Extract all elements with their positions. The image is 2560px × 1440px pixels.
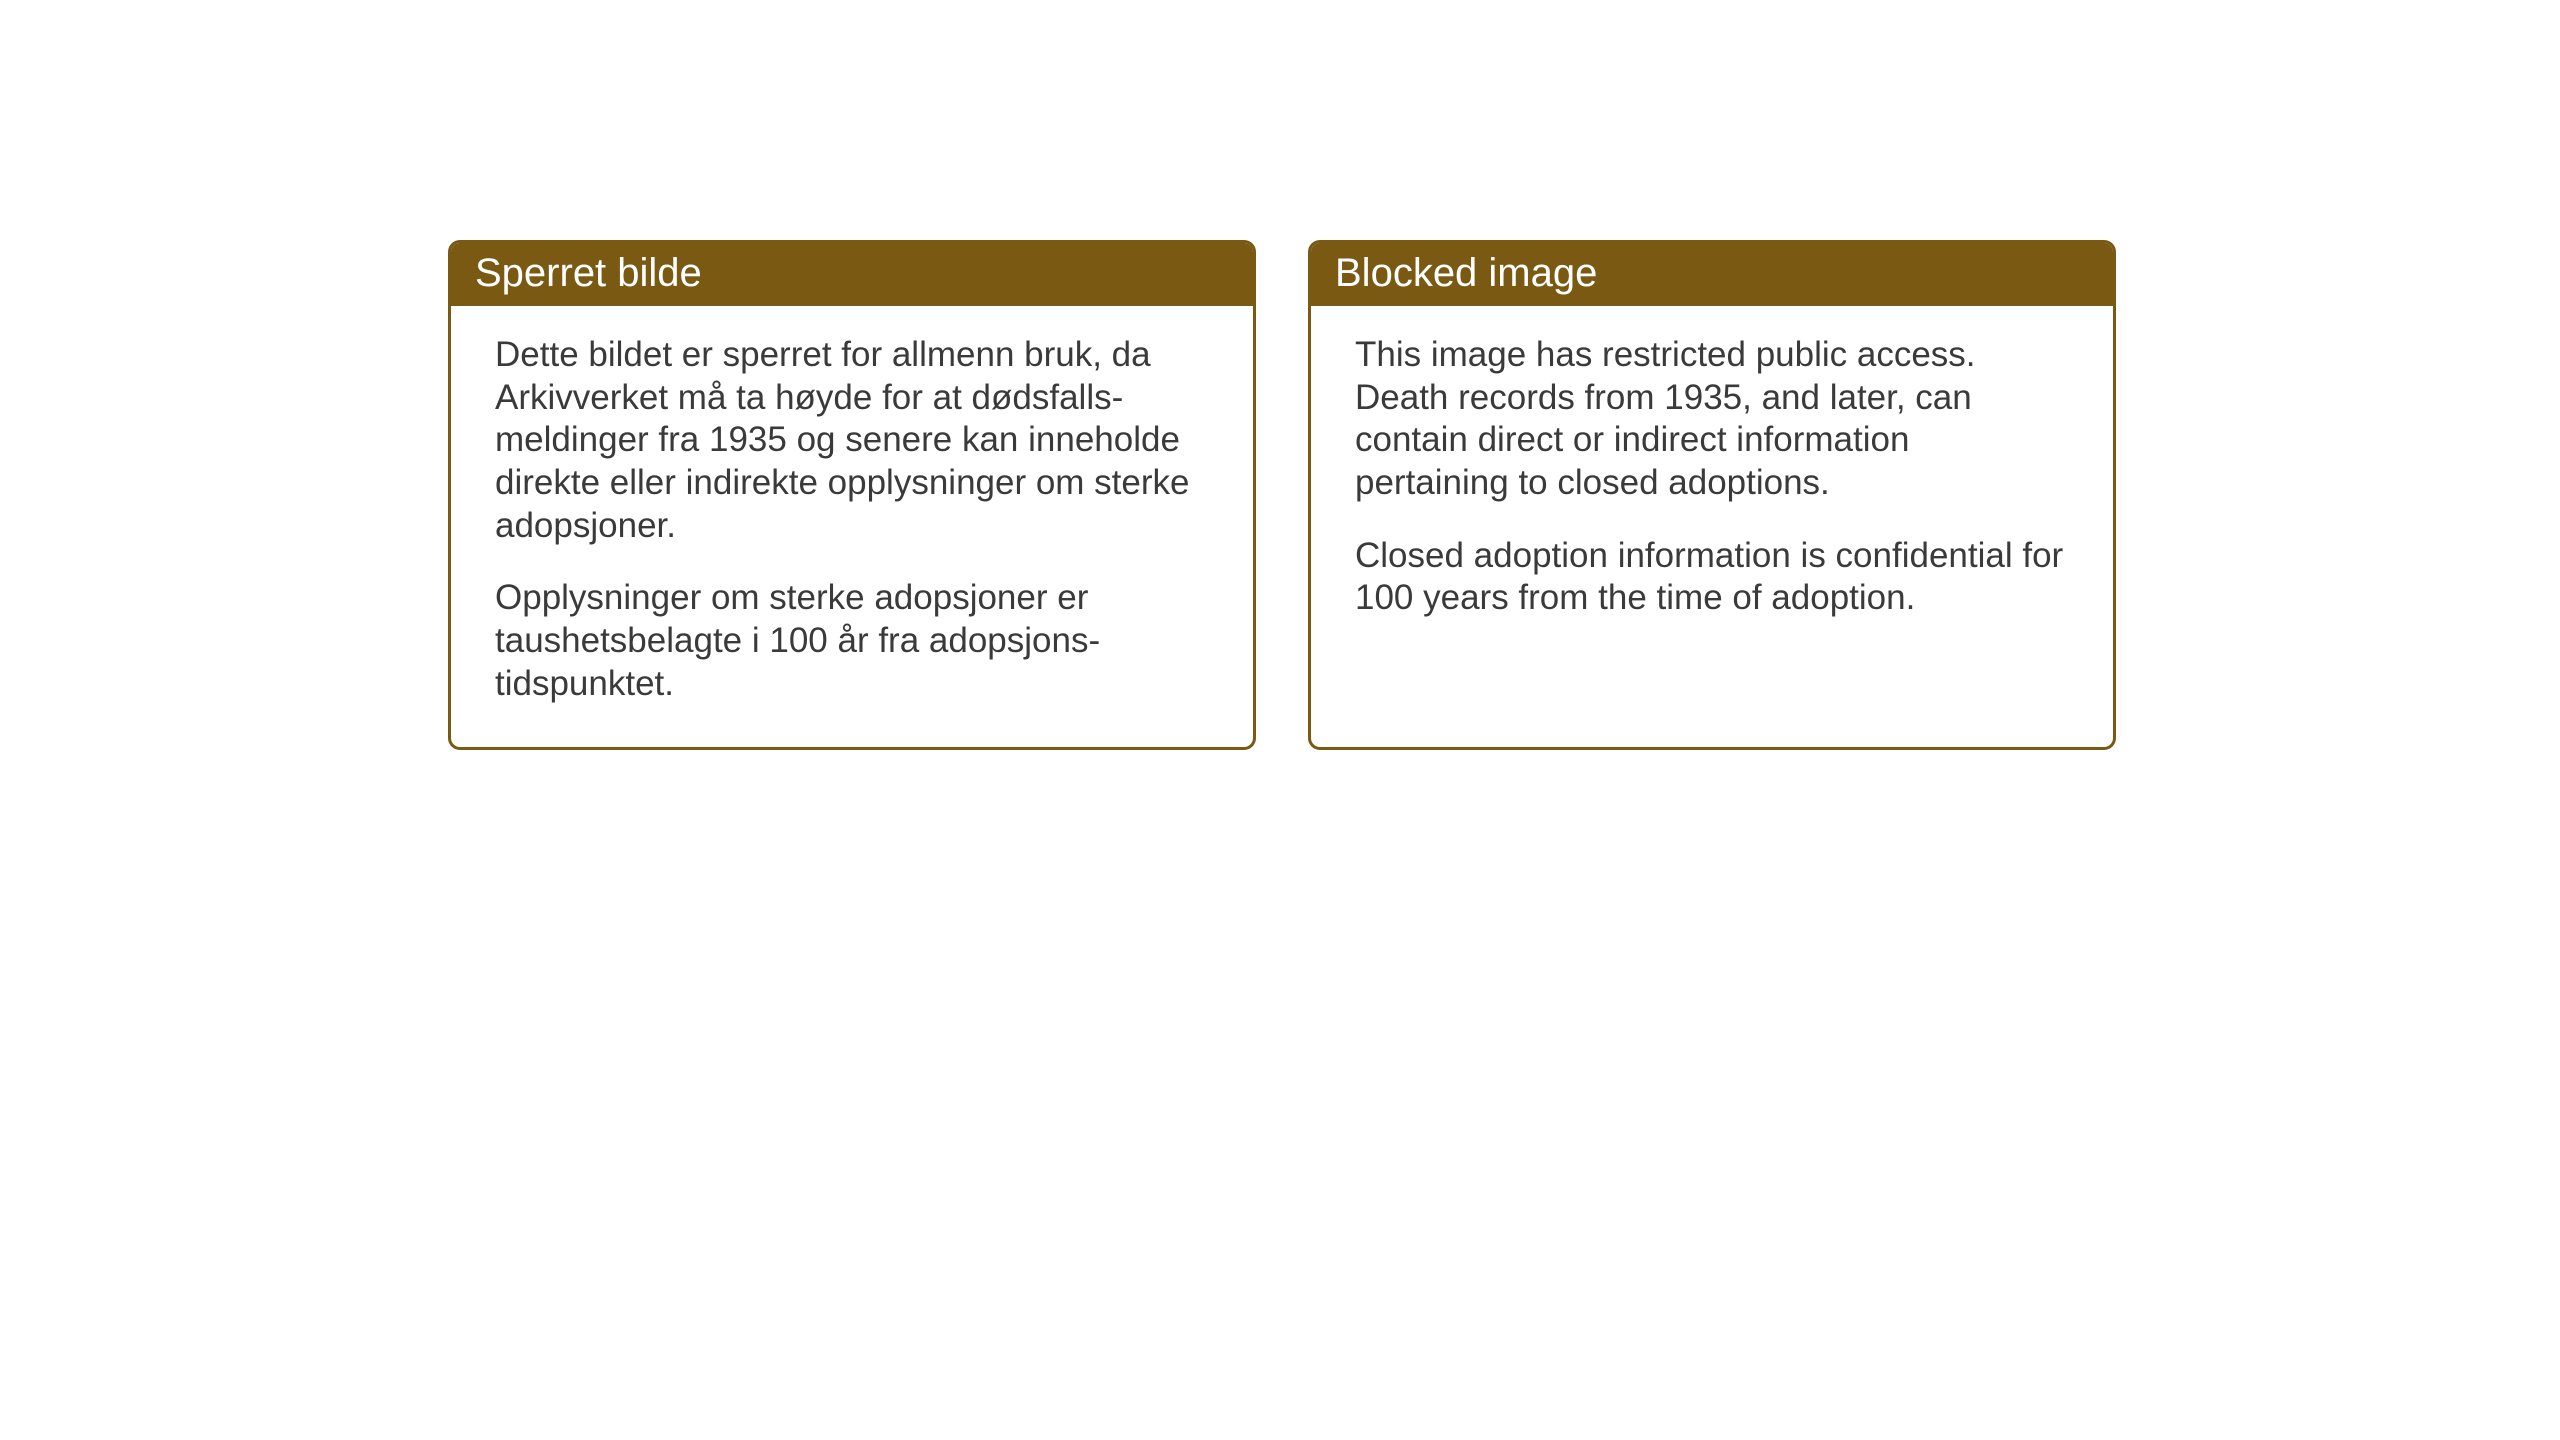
card-header-english: Blocked image <box>1311 243 2113 306</box>
card-header-norwegian: Sperret bilde <box>451 243 1253 306</box>
card-paragraph-2: Opplysninger om sterke adopsjoner er tau… <box>495 577 1209 705</box>
card-body-english: This image has restricted public access.… <box>1311 306 2113 654</box>
card-paragraph-2: Closed adoption information is confident… <box>1355 535 2069 620</box>
card-paragraph-1: Dette bildet er sperret for allmenn bruk… <box>495 334 1209 547</box>
card-body-norwegian: Dette bildet er sperret for allmenn bruk… <box>451 306 1253 740</box>
card-title: Blocked image <box>1335 251 1597 295</box>
blocked-image-card-norwegian: Sperret bilde Dette bildet er sperret fo… <box>448 240 1256 750</box>
blocked-image-card-english: Blocked image This image has restricted … <box>1308 240 2116 750</box>
card-paragraph-1: This image has restricted public access.… <box>1355 334 2069 505</box>
cards-container: Sperret bilde Dette bildet er sperret fo… <box>0 0 2560 750</box>
card-title: Sperret bilde <box>475 251 702 295</box>
